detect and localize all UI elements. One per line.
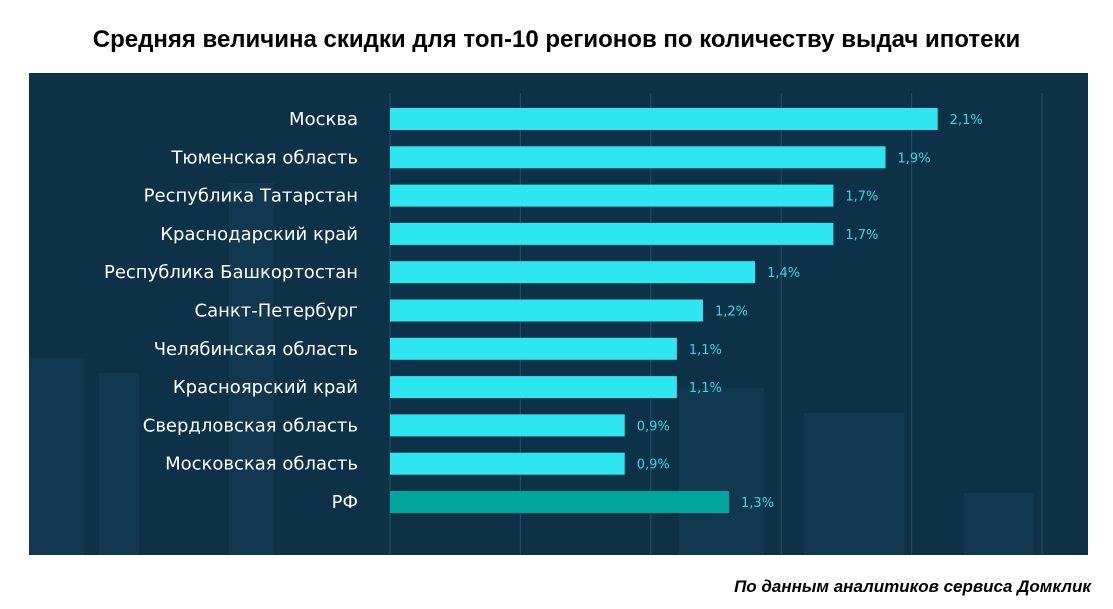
category-label: Челябинская область <box>154 339 358 360</box>
chart-title: Средняя величина скидки для топ-10 регио… <box>92 26 1021 53</box>
bar-total <box>390 491 730 513</box>
bar <box>390 222 834 245</box>
category-label: РФ <box>332 492 358 513</box>
bar <box>390 299 703 322</box>
value-label: 1,1% <box>689 343 722 358</box>
bar <box>390 108 938 130</box>
bar <box>390 452 625 475</box>
background-building <box>99 373 139 555</box>
source-note: По данным аналитиков сервиса Домклик <box>734 577 1091 596</box>
category-label: Краснодарский край <box>160 224 358 245</box>
category-label: Свердловская область <box>143 415 358 436</box>
value-label: 0,9% <box>637 419 670 434</box>
chart-panel: Москва 2,1% Тюменская область 1,9% Республик… <box>29 73 1088 555</box>
category-label: Тюменская область <box>170 147 358 168</box>
value-label: 1,3% <box>741 496 774 511</box>
bar <box>390 184 834 207</box>
category-label: Московская область <box>165 454 358 475</box>
value-label: 1,1% <box>689 381 722 396</box>
value-label: 1,4% <box>767 266 800 281</box>
value-label: 1,7% <box>845 190 878 205</box>
value-label: 1,9% <box>898 151 931 166</box>
background-building <box>679 388 764 555</box>
value-label: 1,2% <box>715 305 748 320</box>
background-building <box>229 183 274 555</box>
background-building <box>29 358 84 555</box>
background-building <box>804 413 904 555</box>
category-label: Москва <box>289 109 358 130</box>
bar <box>390 261 756 284</box>
value-label: 1,7% <box>845 228 878 243</box>
bar <box>390 337 677 360</box>
bar <box>390 414 625 437</box>
value-label: 2,1% <box>950 113 983 128</box>
background-building <box>964 493 1034 555</box>
category-label: Республика Башкортостан <box>104 262 358 283</box>
bar-chart: Москва 2,1% Тюменская область 1,9% Республик… <box>104 93 1043 555</box>
bar <box>390 146 886 169</box>
category-label: Республика Татарстан <box>144 186 358 207</box>
value-label: 0,9% <box>637 458 670 473</box>
category-label: Красноярский край <box>173 377 358 398</box>
bar <box>390 376 677 399</box>
category-label: Санкт-Петербург <box>195 301 358 322</box>
